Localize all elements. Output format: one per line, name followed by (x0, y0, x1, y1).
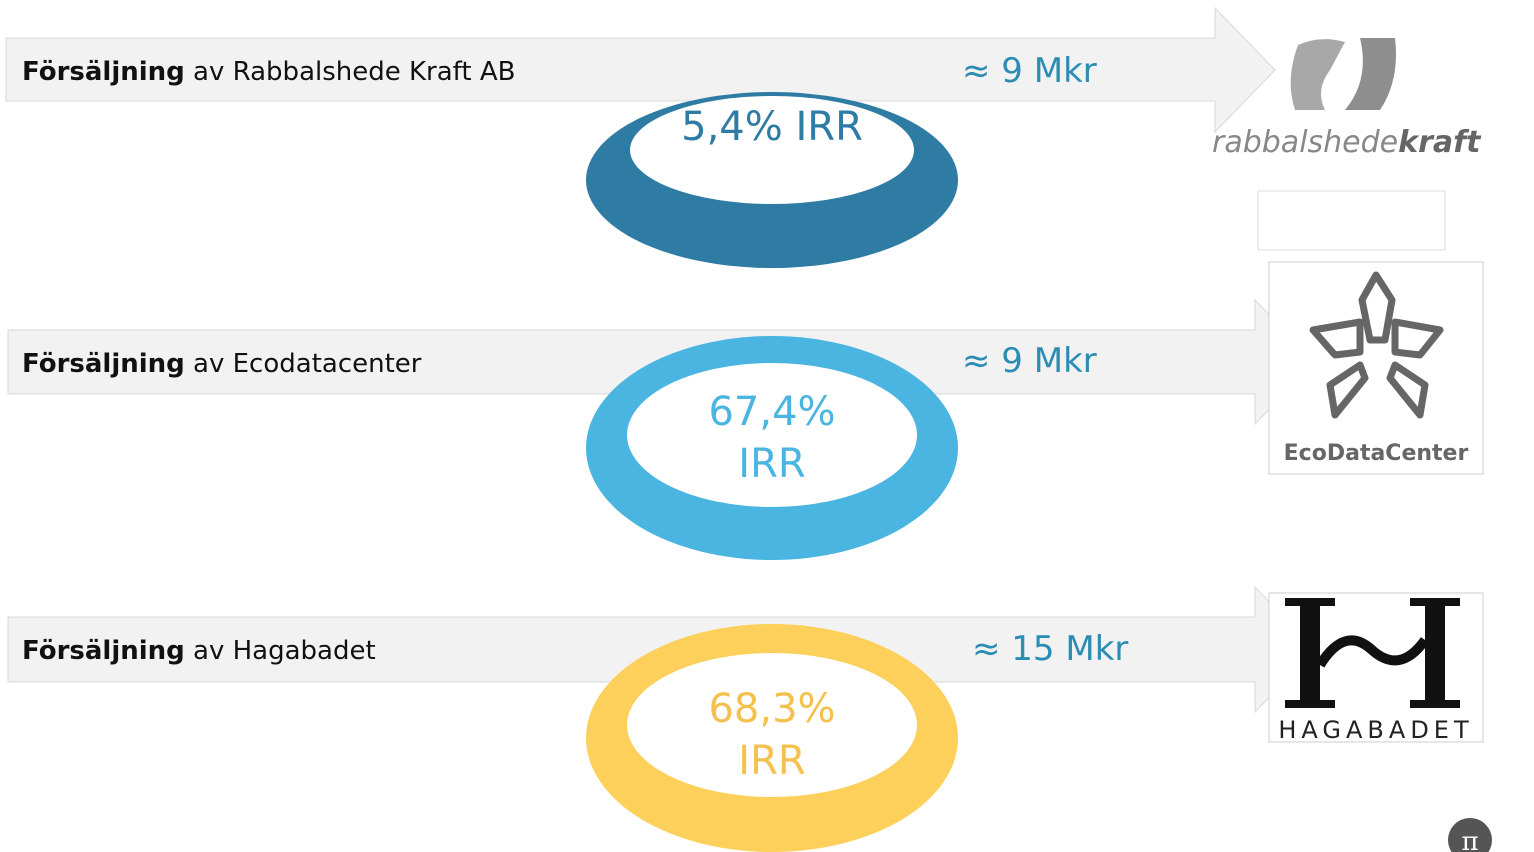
label-bold: Försäljning (22, 57, 185, 87)
value: ≈ 9 Mkr (962, 341, 1097, 381)
logo-h (1285, 598, 1460, 708)
ring-inner (630, 96, 914, 204)
footer-logo (1448, 818, 1492, 852)
logo-box (1268, 261, 1484, 475)
logo-text-b: kraft (1398, 125, 1482, 160)
logo-text: EcoDataCenter (1284, 441, 1469, 466)
ring-inner (627, 363, 917, 507)
label-bold: Försäljning (22, 349, 185, 379)
label-rest: av Rabbalshede Kraft AB (193, 57, 515, 87)
empty-box (1257, 190, 1446, 251)
logo-text: HAGABADET (1278, 716, 1473, 744)
logo-star (1309, 271, 1444, 419)
logo-shape (1345, 38, 1396, 110)
logo-wave (1315, 635, 1430, 668)
row-label: Försäljning av Hagabadet (22, 636, 376, 666)
value: ≈ 15 Mkr (972, 629, 1128, 669)
ring-text: 5,4% IRR (681, 104, 863, 150)
ring-text: 67,4% (708, 389, 835, 435)
row-label: Försäljning av Rabbalshede Kraft AB (22, 57, 515, 87)
value: ≈ 9 Mkr (962, 51, 1097, 91)
ring-text: IRR (738, 441, 805, 487)
row-label: Försäljning av Ecodatacenter (22, 349, 422, 379)
ring-inner (627, 653, 917, 797)
label-rest: av Ecodatacenter (193, 349, 422, 379)
arrow (5, 6, 1276, 134)
ring-text: 68,3% (708, 686, 835, 732)
label-rest: av Hagabadet (193, 636, 376, 666)
ring-text: IRR (738, 738, 805, 784)
footer-logo-text: π (1461, 827, 1478, 852)
label-bold: Försäljning (22, 636, 185, 666)
logo-shape (1290, 39, 1345, 110)
logo-text-a: rabbalshede (1212, 125, 1398, 160)
logo-text: rabbalshedekraft (1212, 125, 1482, 160)
